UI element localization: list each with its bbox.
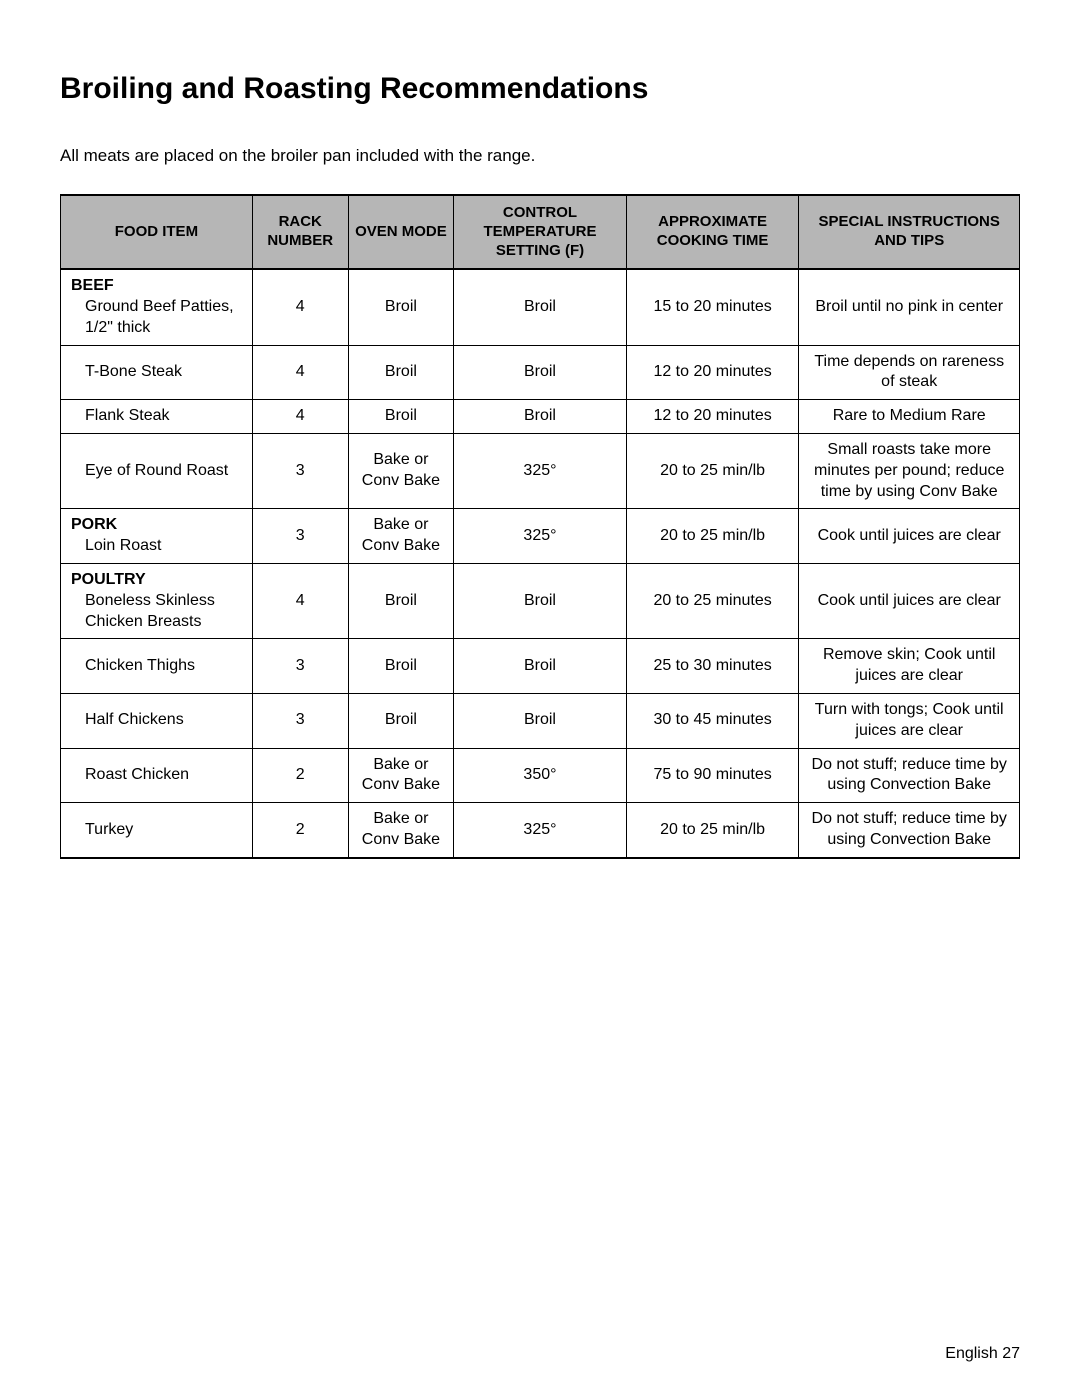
cell-temp: Broil xyxy=(454,269,627,345)
cell-rack: 3 xyxy=(252,694,348,749)
cell-food-item: PorkLoin Roast xyxy=(61,509,253,564)
cell-food-item: Flank Steak xyxy=(61,400,253,434)
cell-rack: 3 xyxy=(252,639,348,694)
cell-tips: Cook until juices are clear xyxy=(799,564,1020,639)
table-row: Flank Steak4BroilBroil12 to 20 minutesRa… xyxy=(61,400,1020,434)
table-row: BeefGround Beef Patties, 1/2" thick4Broi… xyxy=(61,269,1020,345)
cell-mode: Broil xyxy=(348,639,453,694)
cell-temp: 325° xyxy=(454,509,627,564)
cell-rack: 3 xyxy=(252,509,348,564)
cell-temp: Broil xyxy=(454,639,627,694)
col-tips: Special Instructions and Tips xyxy=(799,195,1020,269)
food-item-name: Eye of Round Roast xyxy=(75,461,244,482)
cell-tips: Rare to Medium Rare xyxy=(799,400,1020,434)
table-row: Turkey 2Bake or Conv Bake325°20 to 25 min… xyxy=(61,803,1020,858)
recommendations-table: Food Item Rack Number Oven Mode Control … xyxy=(60,194,1020,859)
cell-tips: Small roasts take more minutes per pound… xyxy=(799,434,1020,509)
table-row: PoultryBoneless Skinless Chicken Breasts… xyxy=(61,564,1020,639)
cell-tips: Cook until juices are clear xyxy=(799,509,1020,564)
cell-tips: Remove skin; Cook until juices are clear xyxy=(799,639,1020,694)
table-head: Food Item Rack Number Oven Mode Control … xyxy=(61,195,1020,269)
food-item-name: Flank Steak xyxy=(75,406,244,427)
cell-rack: 4 xyxy=(252,269,348,345)
intro-text: All meats are placed on the broiler pan … xyxy=(60,146,1020,166)
page: Broiling and Roasting Recommendations Al… xyxy=(0,0,1080,1397)
food-item-name: Ground Beef Patties, 1/2" thick xyxy=(75,297,244,339)
cell-mode: Broil xyxy=(348,345,453,400)
cell-tips: Do not stuff; reduce time by using Conve… xyxy=(799,803,1020,858)
food-item-name: Roast Chicken xyxy=(75,765,244,786)
food-item-name: Half Chickens xyxy=(75,710,244,731)
col-cook-time: Approximate Cooking Time xyxy=(626,195,799,269)
table-header-row: Food Item Rack Number Oven Mode Control … xyxy=(61,195,1020,269)
cell-rack: 4 xyxy=(252,564,348,639)
cell-tips: Time depends on rareness of steak xyxy=(799,345,1020,400)
page-title: Broiling and Roasting Recommendations xyxy=(60,72,1020,106)
table-row: Roast Chicken 2Bake or Conv Bake350°75 to… xyxy=(61,748,1020,803)
cell-temp: Broil xyxy=(454,345,627,400)
cell-mode: Bake or Conv Bake xyxy=(348,803,453,858)
cell-tips: Turn with tongs; Cook until juices are c… xyxy=(799,694,1020,749)
cell-time: 12 to 20 minutes xyxy=(626,345,799,400)
cell-food-item: Turkey xyxy=(61,803,253,858)
cell-time: 75 to 90 minutes xyxy=(626,748,799,803)
food-item-name: Boneless Skinless Chicken Breasts xyxy=(75,591,244,633)
col-oven-mode: Oven Mode xyxy=(348,195,453,269)
cell-food-item: Chicken Thighs xyxy=(61,639,253,694)
cell-time: 20 to 25 min/lb xyxy=(626,803,799,858)
food-item-name: Chicken Thighs xyxy=(75,656,244,677)
cell-time: 20 to 25 min/lb xyxy=(626,434,799,509)
table-row: Chicken Thighs3BroilBroil25 to 30 minute… xyxy=(61,639,1020,694)
cell-tips: Broil until no pink in center xyxy=(799,269,1020,345)
col-temp-setting: Control Temperature Setting (F) xyxy=(454,195,627,269)
food-category: Beef xyxy=(71,276,244,297)
cell-rack: 4 xyxy=(252,345,348,400)
col-food-item: Food Item xyxy=(61,195,253,269)
cell-mode: Broil xyxy=(348,400,453,434)
food-category: Poultry xyxy=(71,570,244,591)
cell-rack: 3 xyxy=(252,434,348,509)
cell-food-item: Eye of Round Roast xyxy=(61,434,253,509)
cell-time: 20 to 25 min/lb xyxy=(626,509,799,564)
cell-mode: Bake or Conv Bake xyxy=(348,748,453,803)
table-row: T-Bone Steak4BroilBroil12 to 20 minutesT… xyxy=(61,345,1020,400)
cell-mode: Bake or Conv Bake xyxy=(348,509,453,564)
cell-time: 12 to 20 minutes xyxy=(626,400,799,434)
food-item-name: Loin Roast xyxy=(75,536,244,557)
cell-temp: 350° xyxy=(454,748,627,803)
cell-rack: 4 xyxy=(252,400,348,434)
food-item-name: Turkey xyxy=(75,820,244,841)
table-row: Eye of Round Roast 3Bake or Conv Bake325°… xyxy=(61,434,1020,509)
food-category: Pork xyxy=(71,515,244,536)
food-item-name: T-Bone Steak xyxy=(75,362,244,383)
table-row: PorkLoin Roast3Bake or Conv Bake325°20 t… xyxy=(61,509,1020,564)
cell-food-item: PoultryBoneless Skinless Chicken Breasts xyxy=(61,564,253,639)
cell-time: 15 to 20 minutes xyxy=(626,269,799,345)
cell-food-item: T-Bone Steak xyxy=(61,345,253,400)
cell-temp: Broil xyxy=(454,694,627,749)
table-body: BeefGround Beef Patties, 1/2" thick4Broi… xyxy=(61,269,1020,858)
cell-time: 20 to 25 minutes xyxy=(626,564,799,639)
cell-food-item: Half Chickens xyxy=(61,694,253,749)
cell-rack: 2 xyxy=(252,803,348,858)
cell-mode: Broil xyxy=(348,269,453,345)
cell-time: 25 to 30 minutes xyxy=(626,639,799,694)
cell-temp: 325° xyxy=(454,803,627,858)
table-row: Half Chickens3BroilBroil30 to 45 minutes… xyxy=(61,694,1020,749)
cell-rack: 2 xyxy=(252,748,348,803)
cell-tips: Do not stuff; reduce time by using Conve… xyxy=(799,748,1020,803)
col-rack-number: Rack Number xyxy=(252,195,348,269)
cell-temp: 325° xyxy=(454,434,627,509)
page-footer: English 27 xyxy=(945,1345,1020,1363)
cell-mode: Broil xyxy=(348,564,453,639)
cell-temp: Broil xyxy=(454,400,627,434)
cell-time: 30 to 45 minutes xyxy=(626,694,799,749)
cell-temp: Broil xyxy=(454,564,627,639)
cell-food-item: BeefGround Beef Patties, 1/2" thick xyxy=(61,269,253,345)
cell-food-item: Roast Chicken xyxy=(61,748,253,803)
cell-mode: Bake or Conv Bake xyxy=(348,434,453,509)
cell-mode: Broil xyxy=(348,694,453,749)
